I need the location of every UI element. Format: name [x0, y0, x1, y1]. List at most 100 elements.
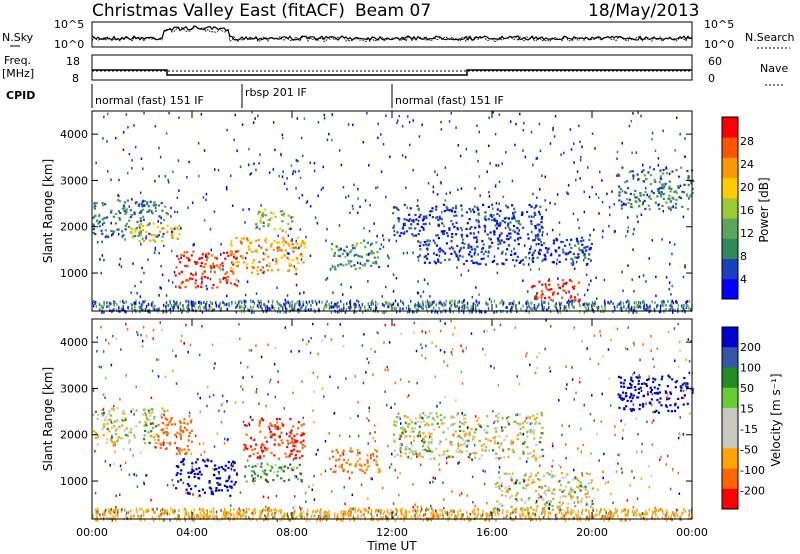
- power_db-cell: [134, 234, 137, 237]
- power_db-cell: [513, 247, 515, 251]
- power_db-cell: [638, 275, 641, 279]
- power_db-cell: [429, 210, 432, 213]
- power_db-cell: [375, 186, 377, 190]
- velocity-cell: [440, 419, 443, 422]
- power_db-cell: [584, 305, 586, 309]
- velocity-cell: [289, 441, 292, 445]
- velocity-cell: [211, 343, 214, 347]
- power_db-cell: [660, 190, 663, 194]
- power_db-cell: [553, 291, 556, 294]
- velocity-cell: [615, 470, 618, 473]
- velocity-cell: [648, 485, 650, 489]
- velocity-cell: [577, 479, 580, 482]
- velocity-cell: [512, 472, 514, 475]
- velocity-cell: [299, 506, 301, 509]
- velocity-cell: [444, 322, 446, 325]
- power_db-cell: [395, 239, 398, 243]
- velocity-cell: [573, 490, 576, 494]
- power_db-cell: [487, 307, 490, 311]
- power_db-cell: [636, 215, 638, 218]
- power_db-cell: [300, 136, 303, 140]
- velocity-cell: [622, 429, 624, 432]
- velocity-cell: [175, 487, 178, 490]
- velocity-cell: [561, 433, 563, 437]
- velocity-cell: [315, 453, 317, 456]
- velocity-cell: [232, 460, 235, 463]
- power_db-cell: [657, 203, 660, 207]
- velocity-cell: [239, 491, 242, 494]
- power_db-cell: [462, 263, 465, 266]
- velocity-cell: [127, 441, 130, 444]
- power_db-cell: [284, 230, 288, 234]
- velocity-cell: [678, 492, 681, 495]
- velocity-cell: [203, 450, 206, 454]
- power_db-cell: [455, 255, 458, 258]
- velocity-cell: [462, 417, 466, 420]
- power_db-cell: [487, 218, 490, 221]
- power_db-cell: [632, 177, 635, 180]
- velocity-cell: [646, 420, 648, 424]
- velocity-cell: [514, 498, 517, 501]
- power_db-cell: [414, 227, 417, 230]
- velocity-cell: [679, 385, 682, 388]
- velocity-cell: [522, 442, 525, 445]
- power_db-cell: [539, 249, 542, 252]
- velocity-cell: [120, 437, 123, 440]
- power_db-cell: [174, 227, 176, 231]
- velocity-cell: [492, 436, 495, 440]
- power_db-cell: [563, 289, 566, 292]
- power_db-cell: [546, 232, 548, 236]
- power_db-cell: [685, 304, 688, 308]
- velocity-cell: [243, 475, 247, 478]
- velocity-cell: [642, 343, 644, 346]
- velocity-cell: [212, 467, 214, 471]
- power_db-cell: [407, 115, 409, 118]
- velocity-cell: [300, 441, 303, 444]
- velocity-cell: [278, 427, 281, 430]
- power_db-cell: [576, 256, 579, 259]
- velocity-cell: [98, 365, 101, 369]
- velocity-cell: [535, 474, 538, 477]
- velocity-cell: [157, 423, 160, 427]
- velocity-cell: [166, 484, 169, 487]
- power_db-cell: [422, 215, 425, 218]
- velocity-cell: [426, 449, 429, 453]
- velocity-cell: [497, 416, 500, 419]
- power_db-cell: [284, 241, 287, 244]
- power_db-cell: [147, 258, 149, 261]
- power_db-cell: [278, 174, 280, 178]
- velocity-cell: [101, 428, 104, 431]
- velocity-cell: [526, 430, 529, 433]
- power_db-cell: [437, 237, 440, 240]
- power_db-cell: [270, 211, 273, 214]
- velocity-cell: [384, 368, 386, 372]
- power_db-cell: [377, 136, 379, 140]
- power_db-cell: [194, 286, 197, 289]
- power_db-cell: [510, 250, 513, 253]
- velocity-cell: [428, 450, 431, 453]
- power_db-cell: [420, 306, 423, 310]
- power_db-cell: [317, 194, 319, 197]
- power_db-cell: [171, 230, 173, 234]
- power_db-cell: [465, 147, 468, 151]
- power_db-cell: [347, 260, 350, 263]
- velocity-cell: [543, 503, 547, 506]
- power_db-cell: [145, 235, 148, 238]
- power_db-cell: [511, 217, 514, 220]
- velocity-cell: [242, 509, 245, 512]
- power_db-cell: [598, 212, 600, 215]
- velocity-cell: [597, 488, 599, 491]
- velocity-cell: [176, 431, 179, 434]
- velocity-cell: [122, 409, 125, 412]
- power_db-cell: [162, 227, 165, 230]
- velocity-cell: [446, 449, 449, 452]
- velocity-cell: [504, 486, 507, 489]
- velocity-cell: [115, 508, 117, 512]
- power_db-cell: [549, 142, 552, 145]
- power_db-cell: [296, 301, 298, 305]
- power_db-cell: [122, 204, 125, 207]
- velocity-cell: [496, 500, 499, 503]
- velocity-cell: [571, 495, 574, 498]
- velocity-cell: [455, 399, 457, 402]
